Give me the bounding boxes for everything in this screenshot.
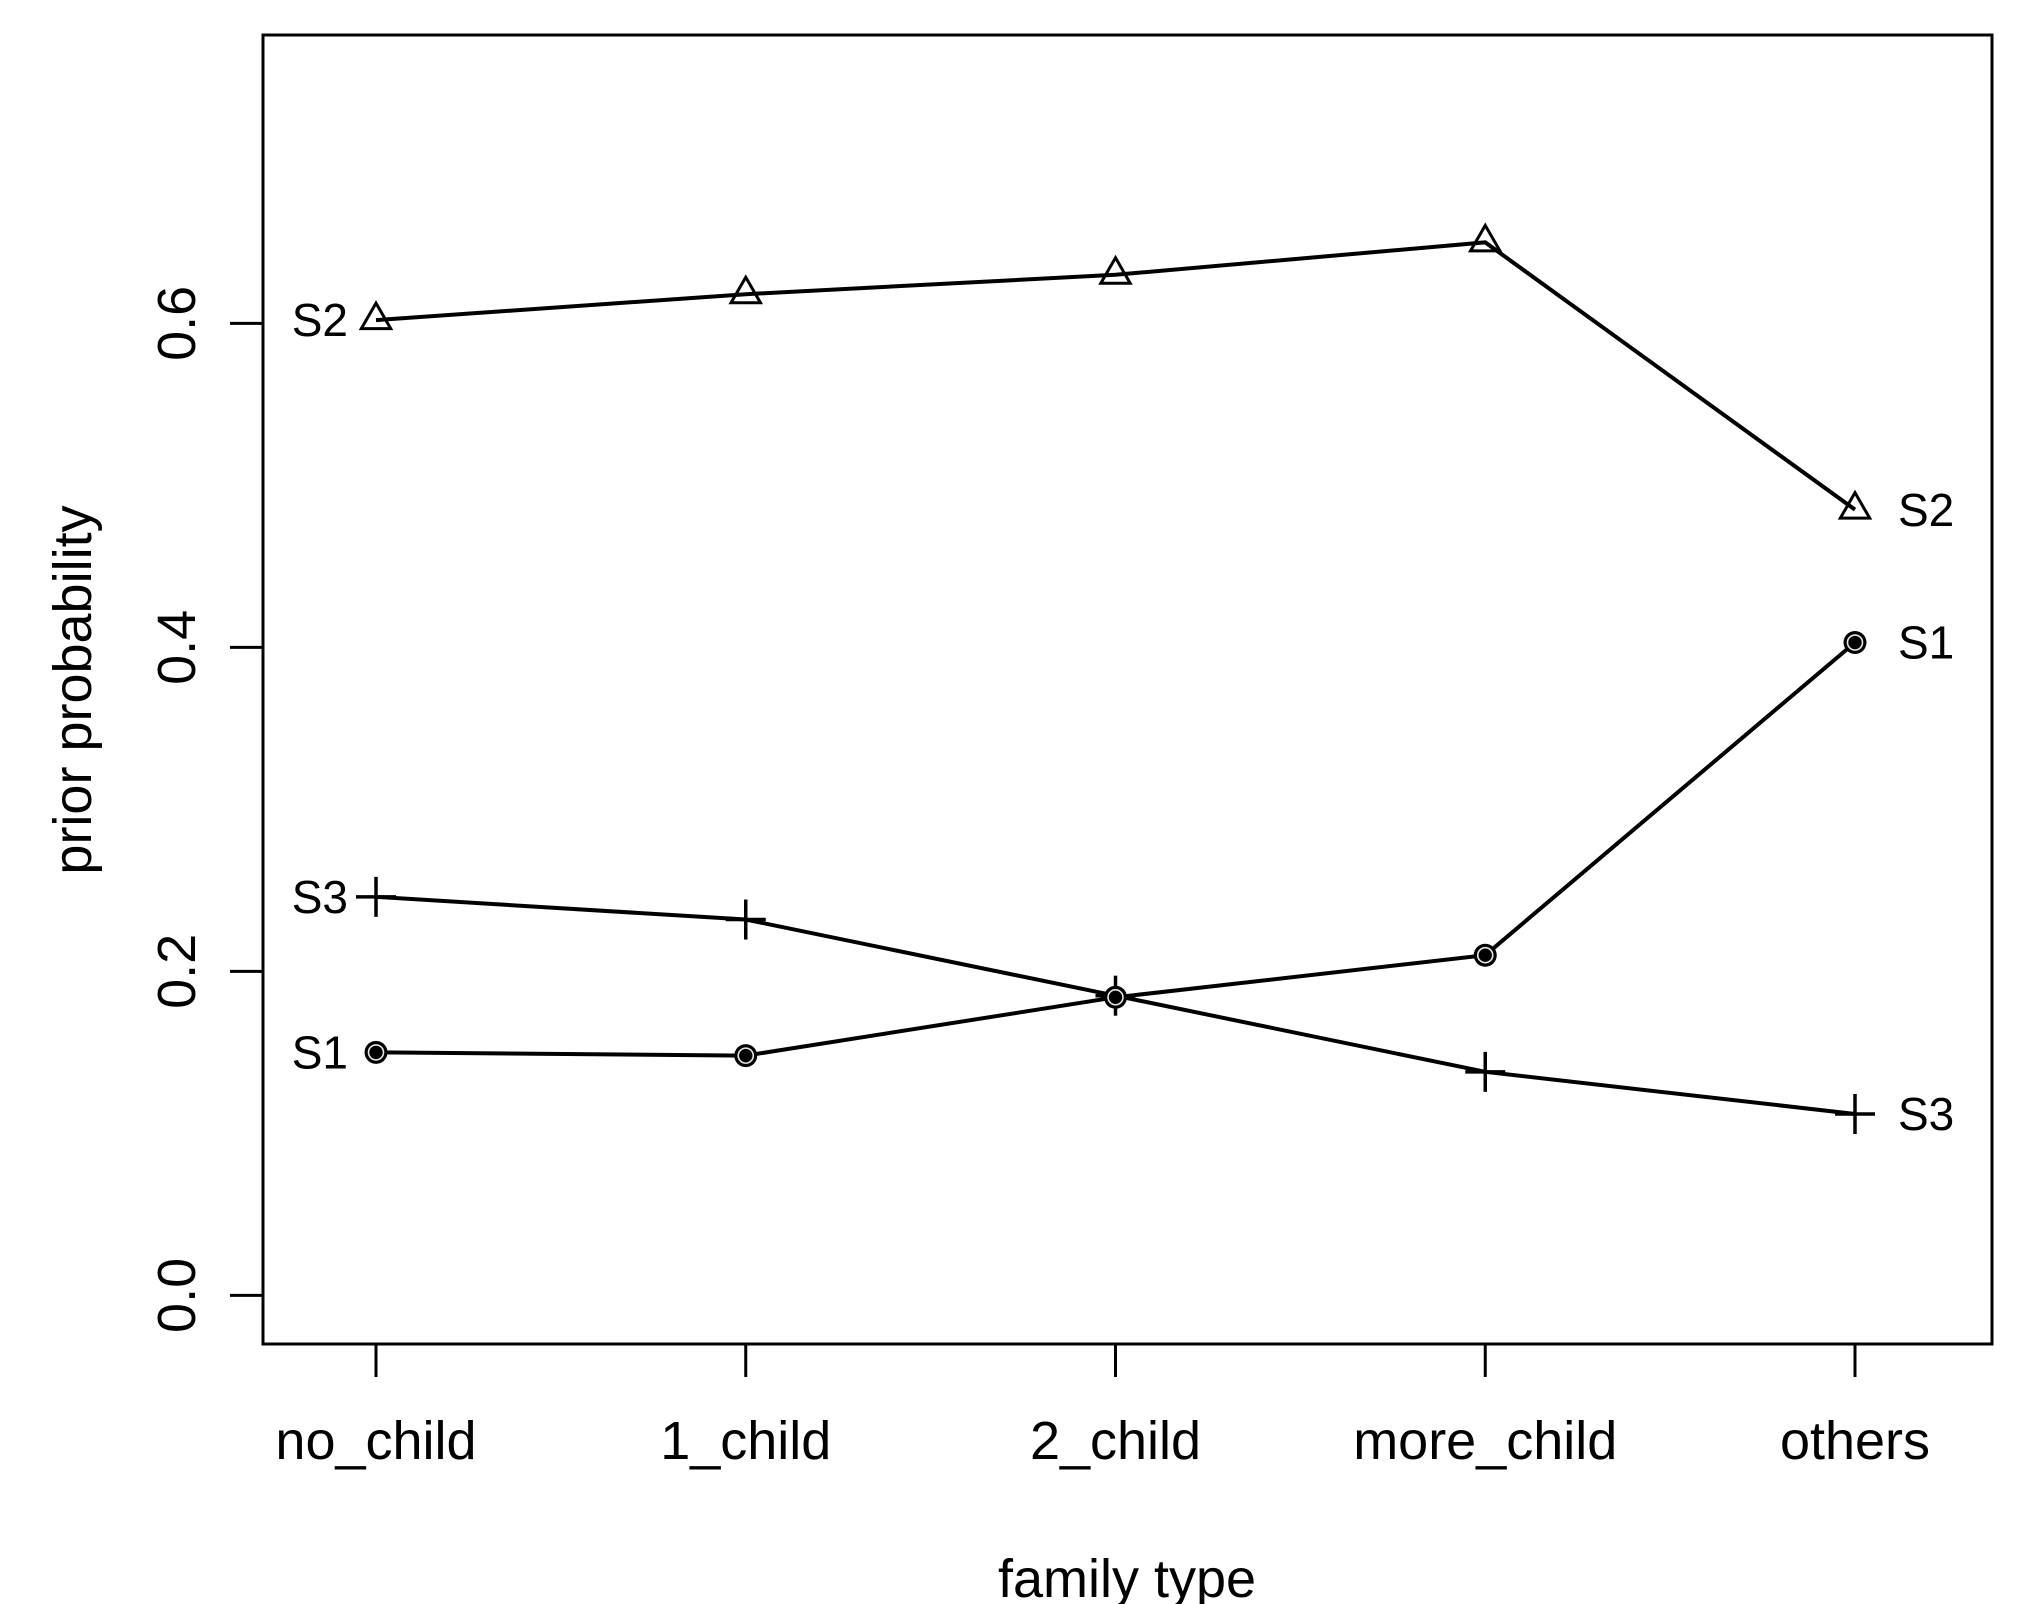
data-point-marker-triangle [1467, 222, 1503, 253]
series-right-label-S3: S3 [1898, 1088, 1954, 1140]
x-tick-label: more_child [1353, 1411, 1617, 1471]
data-point-marker-triangle [1098, 254, 1133, 285]
marker-inner-ring [1846, 634, 1864, 651]
x-tick-label: others [1780, 1411, 1930, 1471]
data-point-marker-triangle [728, 274, 764, 305]
y-tick-label: 0.4 [147, 610, 207, 685]
series-line-S2 [375, 240, 1857, 512]
y-tick-label: 0.2 [147, 934, 207, 1009]
x-axis-title: family type [998, 1549, 1256, 1604]
marker-inner-ring [1476, 946, 1494, 964]
marker-inner-ring [367, 1044, 385, 1061]
y-tick-label: 0.0 [147, 1258, 207, 1333]
series-right-label-S1: S1 [1898, 617, 1954, 669]
x-tick-label: no_child [275, 1411, 476, 1471]
plot-border [261, 33, 1994, 1346]
series-left-label-S1: S1 [292, 1026, 348, 1078]
y-axis-title: prior probability [43, 505, 103, 874]
series-left-label-S2: S2 [292, 294, 348, 346]
marker-inner-ring [1107, 989, 1124, 1006]
x-tick-label: 2_child [1030, 1411, 1201, 1471]
x-tick-label: 1_child [660, 1411, 831, 1471]
data-point-marker-triangle [358, 300, 394, 331]
series-right-label-S2: S2 [1898, 484, 1954, 536]
marker-inner-ring [737, 1047, 755, 1064]
data-point-marker-triangle [1837, 489, 1873, 520]
series-left-label-S3: S3 [292, 871, 348, 923]
y-tick-label: 0.6 [147, 286, 207, 361]
